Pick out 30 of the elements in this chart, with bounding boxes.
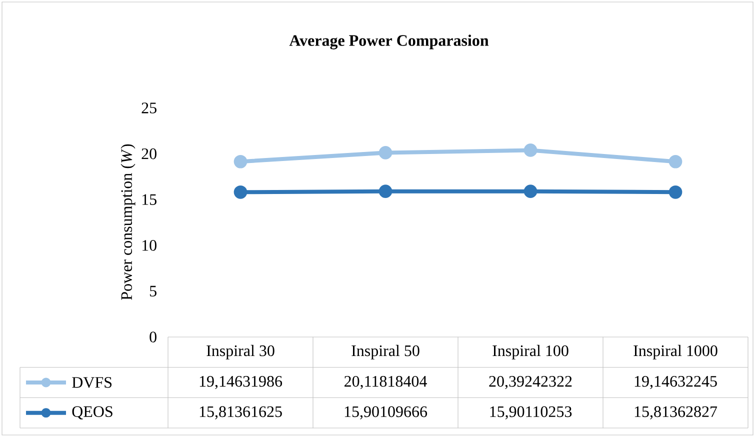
x-tick-label: Inspiral 30 bbox=[206, 344, 274, 360]
x-tick-label: Inspiral 1000 bbox=[634, 344, 718, 360]
data-label: 19,14631986 bbox=[200, 376, 282, 390]
y-tick-label: 0 bbox=[150, 332, 156, 342]
y-tick-label: 25 bbox=[142, 102, 156, 114]
point bbox=[668, 185, 682, 199]
data-label: 20,39242322 bbox=[489, 376, 572, 390]
legend-label: QEOS bbox=[72, 406, 112, 420]
data-label: 15,81362827 bbox=[634, 406, 718, 420]
y-tick-label: 15 bbox=[142, 194, 156, 205]
x-tick-label: Inspiral 50 bbox=[352, 344, 420, 360]
data-label: 15,90110253 bbox=[490, 406, 572, 420]
data-label: 20,11818404 bbox=[344, 376, 427, 390]
point bbox=[378, 184, 392, 198]
data-label: 15,90109666 bbox=[344, 406, 428, 420]
legend-label: DVFS bbox=[72, 377, 112, 388]
point bbox=[234, 154, 248, 168]
y-tick-label: 20 bbox=[142, 148, 156, 160]
y-tick-label: 10 bbox=[142, 240, 156, 251]
data-label: 19,14632245 bbox=[634, 376, 717, 390]
point bbox=[668, 154, 682, 168]
y-axis-title: Power consumption (W) bbox=[120, 144, 136, 300]
chart-title: Average Power Comparasion bbox=[289, 34, 489, 50]
data-label: 15,81361625 bbox=[200, 406, 282, 420]
point bbox=[234, 185, 248, 199]
point bbox=[524, 144, 538, 157]
point bbox=[524, 184, 538, 198]
y-tick-label: 5 bbox=[150, 286, 156, 297]
x-tick-label: Inspiral 100 bbox=[492, 344, 568, 360]
point bbox=[378, 146, 392, 160]
